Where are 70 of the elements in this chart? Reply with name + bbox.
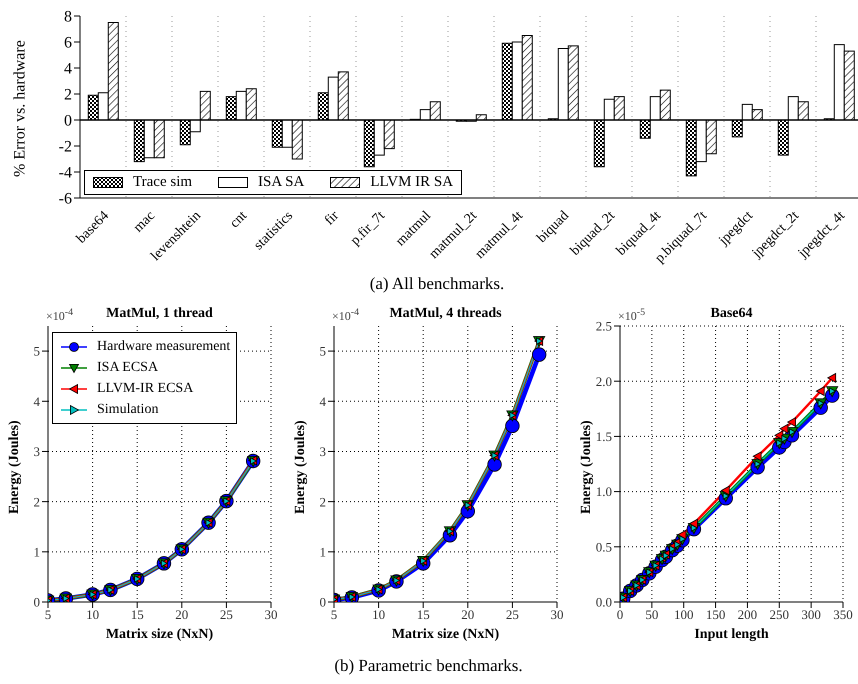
x-tick-label: 30: [264, 607, 278, 622]
y-tick-label: 2: [320, 494, 326, 510]
x-tick-label: 20: [461, 607, 474, 622]
y-tick-label: 8: [64, 8, 72, 26]
y-tick-label: 1: [320, 544, 326, 560]
y-tick-label: -6: [58, 190, 72, 208]
x-tick-label: 10: [86, 607, 100, 622]
chart-title: MatMul, 4 threads: [389, 306, 502, 321]
y-tick-label: 0: [34, 594, 40, 610]
x-tick-label: 50: [645, 607, 658, 622]
legend-label: Hardware measurement: [97, 338, 230, 354]
y-tick-label: 5: [34, 344, 40, 359]
y-tick-label: 0: [320, 594, 326, 610]
text: ×10$^{-5}$: [618, 307, 646, 323]
chart-title: MatMul, 1 thread: [106, 306, 213, 321]
y-tick-label: 5: [320, 344, 326, 359]
x-tick-label: 5: [330, 607, 338, 622]
y-tick-label: 4: [34, 394, 40, 409]
x-axis-title: Input length: [694, 627, 769, 642]
y-tick-label: -2: [58, 138, 72, 156]
x-tick-label: 300: [801, 607, 821, 622]
y-tick-label: 0.5: [596, 539, 612, 554]
y-tick-label: 4: [320, 394, 326, 409]
y-tick-label: 2: [34, 494, 40, 510]
y-tick-label: 2.0: [596, 374, 612, 389]
text: (b) Parametric benchmarks.: [334, 656, 523, 675]
y-axis-title: % Error vs. hardware: [12, 40, 29, 177]
x-tick-label: cnt: [227, 208, 250, 232]
x-tick-label: 15: [130, 607, 144, 622]
legend-label: ISA ECSA: [97, 360, 158, 376]
y-tick-label: 1.0: [596, 484, 612, 500]
y-axis-title: Energy (Joules): [292, 420, 308, 514]
y-tick-label: 6: [64, 34, 72, 52]
y-tick-label: 1: [34, 544, 40, 560]
legend-label: LLVM-IR ECSA: [97, 380, 194, 396]
x-tick-label: 20: [175, 607, 188, 622]
y-tick-label: 2.5: [596, 318, 612, 334]
x-axis-title: Matrix size (NxN): [392, 627, 500, 642]
x-tick-label: 25: [220, 607, 233, 622]
x-tick-label: 250: [770, 607, 790, 622]
text: ×10$^{-4}$: [46, 307, 74, 323]
x-tick-label: 30: [550, 607, 564, 622]
x-tick-label: 10: [372, 607, 386, 622]
x-axis-title: Matrix size (NxN): [106, 627, 214, 642]
y-tick-label: 3: [320, 444, 326, 460]
y-axis-title: Energy (Joules): [6, 420, 22, 514]
y-tick-label: 4: [64, 60, 72, 78]
x-tick-label: 0: [616, 607, 624, 622]
legend-label: LLVM IR SA: [370, 174, 454, 191]
y-tick-label: 2: [64, 86, 72, 104]
legend-label: Simulation: [97, 402, 158, 418]
legend-label: Trace sim: [133, 174, 192, 191]
y-tick-label: 0.0: [596, 594, 612, 610]
y-axis-title: Energy (Joules): [578, 420, 594, 514]
y-tick-label: -4: [58, 164, 72, 182]
chart-title: Base64: [710, 306, 752, 321]
text: (a) All benchmarks.: [370, 274, 504, 293]
y-tick-label: 3: [34, 444, 40, 460]
x-tick-label: 25: [506, 607, 519, 622]
x-tick-label: 200: [738, 607, 758, 622]
x-tick-label: 5: [44, 607, 52, 622]
text: ×10$^{-4}$: [332, 307, 360, 323]
x-tick-label: fir: [322, 208, 342, 228]
y-tick-label: 0: [64, 112, 72, 130]
x-tick-label: 15: [416, 607, 430, 622]
legend-label: ISA SA: [258, 174, 304, 191]
x-tick-label: 150: [706, 607, 726, 622]
x-tick-label: 100: [674, 607, 694, 622]
y-tick-label: 1.5: [596, 429, 612, 444]
x-tick-label: 350: [833, 607, 853, 622]
